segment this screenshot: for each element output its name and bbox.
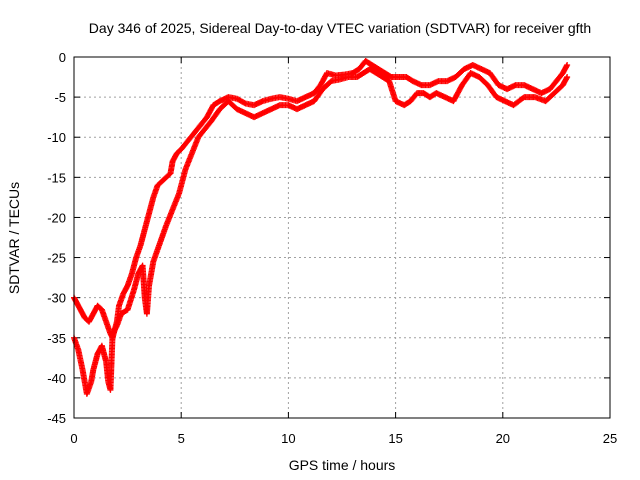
x-tick-label: 15: [388, 431, 402, 446]
plot-frame: [73, 56, 611, 419]
x-axis-label: GPS time / hours: [289, 457, 396, 473]
y-tick-label: -20: [47, 210, 66, 225]
y-tick-label: -15: [47, 170, 66, 185]
data-point: [564, 62, 571, 69]
y-tick-label: -25: [47, 251, 66, 266]
grid: [74, 57, 610, 418]
data-point: [241, 99, 248, 106]
x-tick-label: 20: [496, 431, 510, 446]
y-tick-label: -40: [47, 371, 66, 386]
y-tick-label: -45: [47, 411, 66, 426]
chart-title: Day 346 of 2025, Sidereal Day-to-day VTE…: [89, 20, 591, 36]
x-tick-label: 10: [281, 431, 295, 446]
data-points: [71, 58, 571, 397]
y-tick-label: -5: [54, 90, 66, 105]
y-tick-label: -10: [47, 130, 66, 145]
x-tick-label: 25: [603, 431, 617, 446]
y-tick-label: -30: [47, 291, 66, 306]
y-axis-label: SDTVAR / TECUs: [6, 182, 22, 294]
x-tick-label: 0: [70, 431, 77, 446]
y-tick-label: 0: [59, 50, 66, 65]
data-point: [564, 74, 571, 81]
x-tick-label: 5: [178, 431, 185, 446]
axis-ticks: 0 5 10 15 20 25 0 -5 -10 -15 -20 -25 -30 -35 -40 -45: [47, 50, 617, 446]
y-tick-label: -35: [47, 331, 66, 346]
